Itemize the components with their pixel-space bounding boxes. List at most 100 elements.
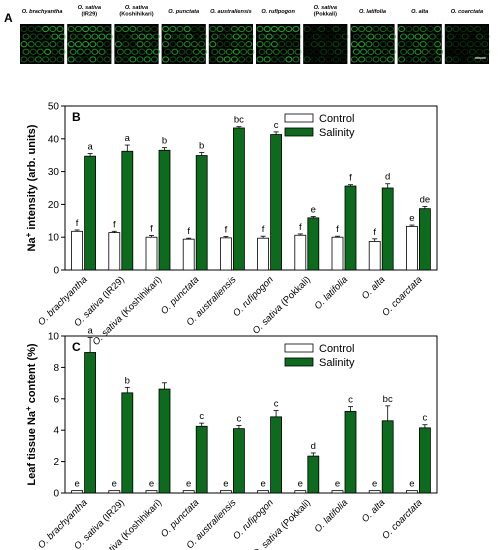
micrograph-cell bbox=[238, 25, 246, 33]
micrograph-cell bbox=[89, 25, 97, 33]
salinity-bar bbox=[381, 187, 394, 271]
significance-letter: e bbox=[74, 479, 79, 490]
x-tick-label: O. coarctata bbox=[380, 497, 424, 541]
micrograph-cell bbox=[325, 25, 333, 33]
salinity-bar bbox=[307, 455, 320, 494]
micrograph-cell bbox=[58, 33, 66, 40]
micrograph-cell bbox=[20, 25, 28, 33]
significance-letter: a bbox=[87, 326, 93, 337]
micrograph-cell bbox=[238, 41, 246, 48]
micrograph-cell bbox=[218, 33, 226, 40]
micrograph-cell bbox=[129, 25, 137, 33]
micrograph-cell bbox=[258, 33, 266, 40]
micrograph-cell bbox=[476, 48, 484, 55]
significance-letter: b bbox=[162, 136, 167, 147]
y-tick-label: 0 bbox=[53, 489, 59, 500]
micrograph-cell bbox=[216, 56, 224, 63]
micrograph-cell bbox=[350, 56, 358, 63]
micrograph-cell bbox=[34, 25, 42, 33]
x-tick-label: O. alta bbox=[360, 274, 388, 302]
micrograph-cell bbox=[421, 48, 429, 55]
micrograph-cell bbox=[209, 25, 217, 33]
significance-letter: f bbox=[150, 224, 153, 235]
micrograph-cell bbox=[318, 41, 326, 48]
micrograph-cell bbox=[185, 48, 193, 55]
legend-control-swatch bbox=[284, 343, 314, 353]
micrograph-cell bbox=[327, 33, 335, 40]
salinity-bar bbox=[418, 427, 431, 494]
micrograph-cell bbox=[386, 41, 394, 48]
significance-letter: bc bbox=[234, 115, 244, 126]
micrograph-cell bbox=[74, 56, 82, 63]
micrograph-cell bbox=[223, 56, 231, 63]
micrograph-cell bbox=[412, 25, 420, 33]
micrograph-cell bbox=[145, 48, 153, 55]
micrograph-cell bbox=[414, 33, 422, 40]
significance-letter: c bbox=[274, 120, 279, 131]
x-tick-label: O. alta bbox=[360, 497, 388, 525]
micrograph-cell bbox=[278, 56, 286, 63]
micrograph-cell bbox=[183, 25, 191, 33]
micrograph-cell bbox=[426, 41, 434, 48]
micrograph-cell bbox=[209, 41, 217, 48]
micrograph-cell bbox=[372, 56, 380, 63]
micrograph-cell bbox=[247, 33, 255, 40]
micrograph-cell bbox=[138, 48, 146, 55]
micrograph-cell bbox=[36, 33, 44, 40]
micrograph-cell bbox=[312, 48, 320, 55]
salinity-bar bbox=[84, 352, 96, 494]
control-bar bbox=[294, 234, 307, 271]
micrograph-cell bbox=[263, 25, 271, 33]
micrograph-cell bbox=[247, 48, 255, 55]
micrograph-cell bbox=[454, 33, 462, 40]
micrograph-cell bbox=[405, 25, 413, 33]
significance-letter: de bbox=[420, 194, 431, 205]
significance-letter: a bbox=[87, 142, 93, 153]
salinity-bar bbox=[121, 392, 134, 494]
micrograph-cell bbox=[483, 33, 491, 40]
micrograph-cell bbox=[129, 56, 137, 63]
micrograph-cell bbox=[445, 56, 453, 63]
micrograph-cell bbox=[481, 25, 489, 33]
micrograph-cell bbox=[381, 33, 389, 40]
micrograph-cell bbox=[312, 33, 320, 40]
significance-letter: e bbox=[311, 205, 316, 216]
micrograph-cell bbox=[162, 41, 170, 48]
micrograph-cell bbox=[89, 41, 97, 48]
micrograph-cell bbox=[270, 41, 278, 48]
micrograph-cell bbox=[232, 33, 240, 40]
micrograph-cell bbox=[398, 25, 406, 33]
micrograph-cell bbox=[272, 33, 280, 40]
significance-letter: f bbox=[373, 227, 376, 238]
significance-letter: f bbox=[187, 226, 190, 237]
micrograph-cell bbox=[96, 25, 104, 33]
micrograph-cell bbox=[76, 48, 84, 55]
micrograph-cell bbox=[198, 25, 206, 33]
micrograph-cell bbox=[216, 41, 224, 48]
micrograph-cell bbox=[103, 25, 111, 33]
micrograph-cell bbox=[211, 33, 219, 40]
micrograph-cell bbox=[358, 25, 366, 33]
micrograph-cell bbox=[265, 48, 273, 55]
significance-letter: d bbox=[311, 441, 316, 452]
micrograph-cell bbox=[405, 56, 413, 63]
micrograph-cell bbox=[56, 56, 64, 63]
micrograph-cell bbox=[447, 48, 455, 55]
micrograph-cell bbox=[476, 33, 484, 40]
micrograph-cell bbox=[67, 41, 75, 48]
control-bar bbox=[145, 236, 158, 271]
micrograph-cell bbox=[190, 56, 198, 63]
micrograph-cell bbox=[200, 48, 208, 55]
control-bar bbox=[368, 490, 381, 494]
micrograph-cell bbox=[285, 25, 293, 33]
micrograph-cell bbox=[386, 56, 394, 63]
micrograph-cell bbox=[305, 33, 313, 40]
panel-c-leaf-na-content-chart: C 0 2 4 6 8 10 Leaf tissue Na+ content (%) e a O. … bbox=[24, 326, 438, 550]
micrograph-cell bbox=[419, 41, 427, 48]
micrograph-cell bbox=[29, 33, 37, 40]
micrograph-cell bbox=[192, 33, 200, 40]
micrograph-cell bbox=[341, 48, 349, 55]
micrograph-cell bbox=[339, 25, 347, 33]
y-tick-label: 8 bbox=[53, 363, 59, 374]
